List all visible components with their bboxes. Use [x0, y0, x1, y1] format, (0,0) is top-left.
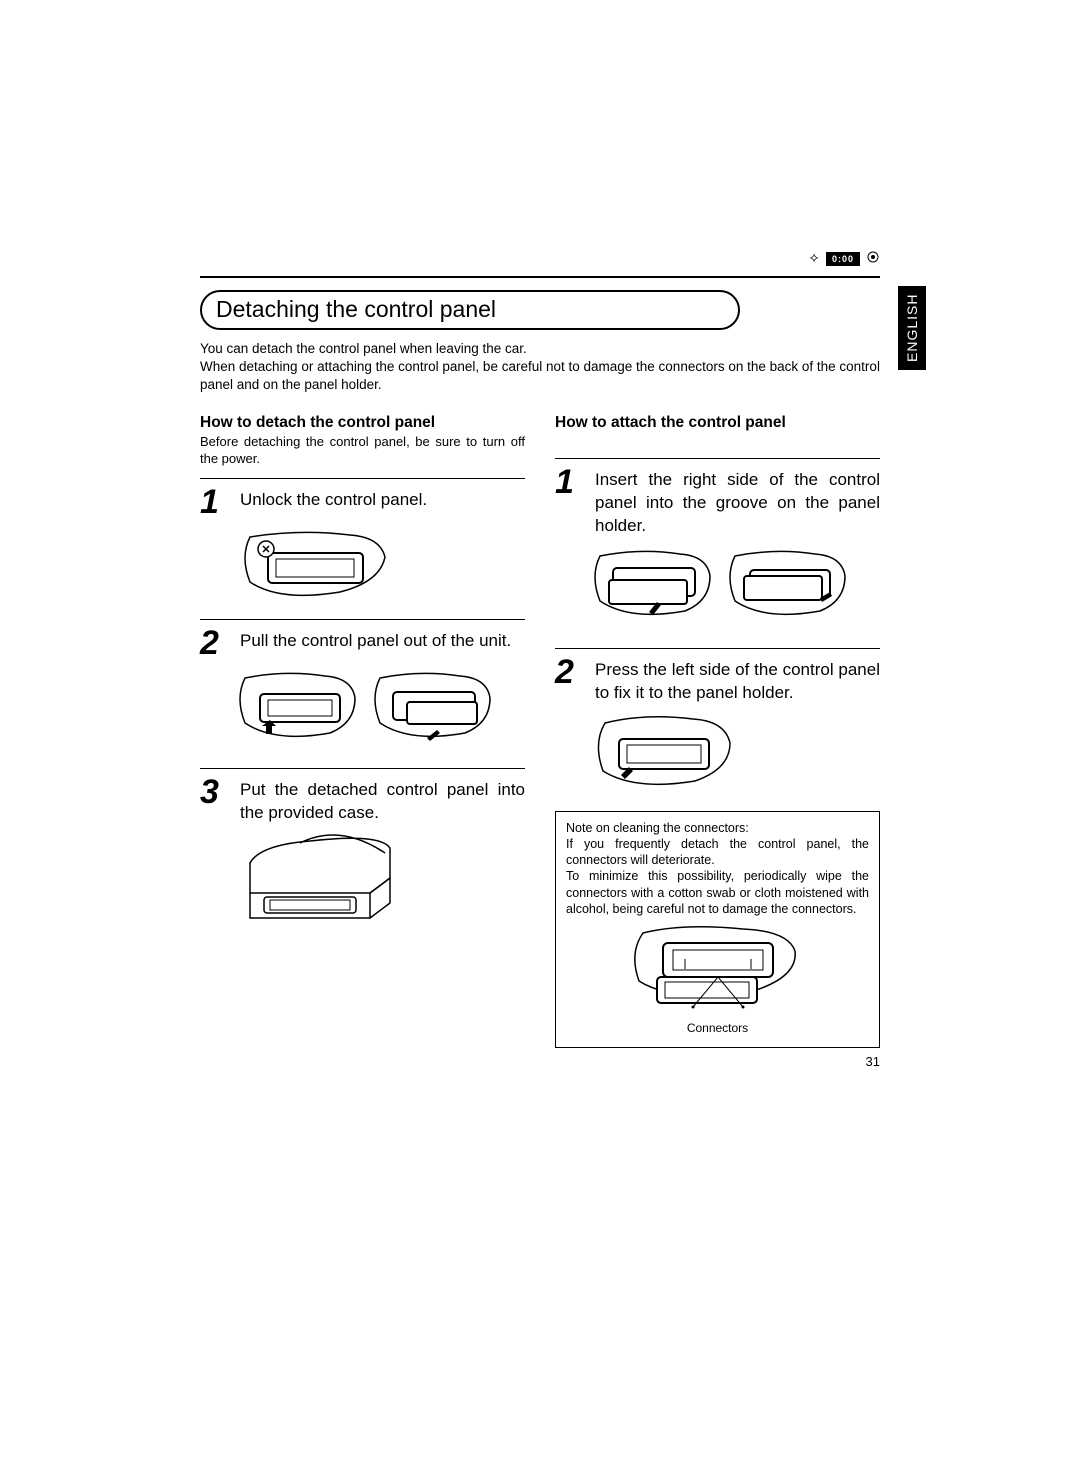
step-text: Pull the control panel out of the unit.	[240, 626, 511, 660]
detach-fig-2	[230, 668, 525, 758]
columns: How to detach the control panel Before d…	[200, 413, 880, 1048]
step-text: Unlock the control panel.	[240, 485, 427, 519]
star-icon: ✧	[808, 250, 820, 267]
rule	[200, 768, 525, 769]
section-title-wrap: Detaching the control panel	[200, 290, 880, 330]
connectors-label: Connectors	[687, 1021, 748, 1037]
note-body: If you frequently detach the control pan…	[566, 836, 869, 917]
left-column: How to detach the control panel Before d…	[200, 413, 525, 1048]
detach-heading: How to detach the control panel	[200, 413, 525, 432]
language-tab: ENGLISH	[898, 286, 926, 370]
clock-icon: 0:00	[826, 252, 860, 266]
section-title: Detaching the control panel	[200, 290, 740, 330]
note-title: Note on cleaning the connectors:	[566, 820, 869, 836]
detach-fig-3	[230, 833, 525, 938]
attach-step-1: 1 Insert the right side of the control p…	[555, 465, 880, 538]
step-number: 1	[555, 465, 581, 538]
attach-fig-1	[585, 546, 880, 638]
header-rule	[200, 276, 880, 278]
detach-step-1: 1 Unlock the control panel.	[200, 485, 525, 519]
rule	[555, 648, 880, 649]
right-column: How to attach the control panel 1 Insert…	[555, 413, 880, 1048]
step-number: 3	[200, 775, 226, 825]
rule	[200, 478, 525, 479]
manual-page: ✧ 0:00 ENGLISH Detaching the control pan…	[0, 0, 1080, 1479]
note-figure: Connectors	[566, 925, 869, 1037]
rule	[555, 458, 880, 459]
detach-step-3: 3 Put the detached control panel into th…	[200, 775, 525, 825]
detach-step-2: 2 Pull the control panel out of the unit…	[200, 626, 525, 660]
cleaning-note-box: Note on cleaning the connectors: If you …	[555, 811, 880, 1048]
step-number: 2	[555, 655, 581, 705]
rule	[200, 619, 525, 620]
gear-icon	[866, 250, 880, 267]
header-icon-row: ✧ 0:00	[808, 250, 880, 267]
attach-fig-2	[585, 713, 880, 803]
intro-paragraph: You can detach the control panel when le…	[200, 340, 880, 395]
content-area: ✧ 0:00 ENGLISH Detaching the control pan…	[200, 270, 880, 1048]
step-text: Press the left side of the control panel…	[595, 655, 880, 705]
step-number: 1	[200, 485, 226, 519]
step-text: Insert the right side of the control pan…	[595, 465, 880, 538]
page-number: 31	[866, 1054, 880, 1069]
step-text: Put the detached control panel into the …	[240, 775, 525, 825]
attach-step-2: 2 Press the left side of the control pan…	[555, 655, 880, 705]
step-number: 2	[200, 626, 226, 660]
attach-heading: How to attach the control panel	[555, 413, 880, 432]
detach-pre-note: Before detaching the control panel, be s…	[200, 434, 525, 468]
detach-fig-1	[230, 527, 525, 609]
